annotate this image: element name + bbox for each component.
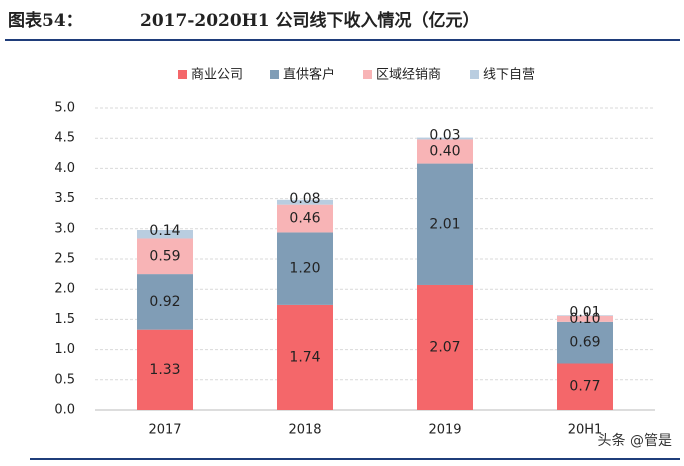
data-label: 0.03 (429, 128, 460, 144)
y-tick-label: 1.0 (54, 342, 75, 357)
data-label: 0.40 (429, 143, 460, 159)
data-label: 0.69 (569, 335, 600, 351)
legend-label: 商业公司 (191, 68, 243, 83)
y-tick-label: 3.0 (54, 221, 75, 236)
legend-swatch (363, 70, 372, 79)
bar-segment (137, 329, 193, 410)
data-label: 1.33 (149, 362, 180, 378)
legend-label: 区域经销商 (376, 68, 441, 83)
legend-swatch (470, 70, 479, 79)
bar-segment (277, 304, 333, 410)
data-label: 0.10 (569, 311, 600, 327)
y-tick-label: 4.5 (54, 131, 75, 146)
y-tick-label: 2.5 (54, 252, 75, 267)
y-tick-label: 0.5 (54, 372, 75, 387)
data-label: 2.07 (429, 339, 460, 355)
legend-label: 直供客户 (283, 67, 335, 83)
bar-segment (557, 315, 613, 322)
chart-title: 2017-2020H1 公司线下收入情况（亿元） (140, 10, 480, 31)
y-tick-label: 1.5 (54, 312, 75, 327)
y-tick-label: 0.0 (54, 403, 75, 418)
y-tick-label: 3.5 (54, 191, 75, 206)
data-label: 0.14 (149, 223, 180, 239)
legend-label: 线下自营 (483, 68, 535, 83)
data-label: 2.01 (429, 216, 460, 232)
data-label: 0.01 (569, 304, 600, 320)
y-tick-label: 4.0 (54, 161, 75, 176)
x-tick-label: 2018 (288, 423, 321, 438)
y-tick-label: 2.0 (54, 282, 75, 297)
data-label: 0.46 (289, 211, 320, 227)
data-label: 0.77 (569, 379, 600, 395)
x-tick-label: 20H1 (568, 423, 603, 438)
bar-segment (277, 204, 333, 233)
bar-segment (417, 139, 473, 164)
bar-segment (417, 137, 473, 140)
bar-segment (557, 321, 613, 364)
bar-segment (557, 363, 613, 410)
bar-segment (137, 230, 193, 239)
watermark: 头条 @管是 (598, 432, 672, 449)
bar-segment (417, 163, 473, 285)
bar-segment (277, 199, 333, 205)
bar-segment (137, 274, 193, 330)
bar-segment (277, 232, 333, 305)
bar-segment (417, 284, 473, 410)
x-tick-label: 2017 (148, 423, 181, 438)
data-label: 1.74 (289, 349, 320, 365)
bar-segment (137, 238, 193, 275)
data-label: 1.20 (289, 261, 320, 277)
data-label: 0.08 (289, 191, 320, 207)
legend-swatch (270, 70, 279, 79)
bar-segment (557, 315, 613, 316)
y-tick-label: 5.0 (54, 101, 75, 116)
figure-label: 图表54： (8, 10, 83, 31)
x-tick-label: 2019 (428, 423, 461, 438)
data-label: 0.59 (149, 248, 180, 264)
legend-swatch (178, 70, 187, 79)
data-label: 0.92 (149, 294, 180, 310)
